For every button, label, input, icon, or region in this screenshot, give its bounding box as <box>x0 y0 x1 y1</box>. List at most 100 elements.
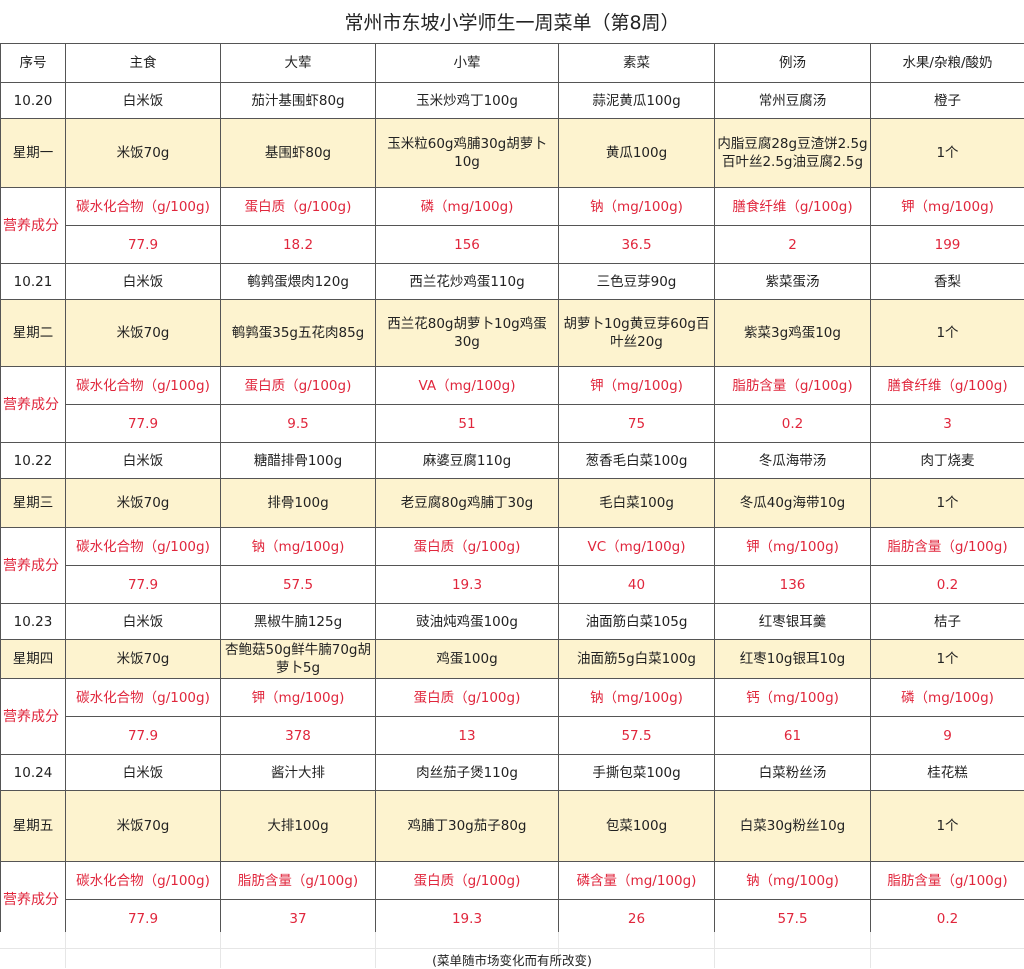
dish-cell: 葱香毛白菜100g <box>559 443 715 479</box>
nutrient-name: 钾（mg/100g) <box>559 367 715 405</box>
ingredient-cell: 杏鲍菇50g鲜牛腩70g胡萝卜5g <box>221 640 376 679</box>
nutrient-name: 脂肪含量（g/100g) <box>221 862 376 900</box>
ingredient-cell: 内脂豆腐28g豆渣饼2.5g百叶丝2.5g油豆腐2.5g <box>715 119 871 188</box>
ingredient-cell: 米饭70g <box>66 300 221 367</box>
nutrient-name: 碳水化合物（g/100g) <box>66 528 221 566</box>
ingredient-cell: 1个 <box>871 119 1024 188</box>
nutrient-name: 钠（mg/100g) <box>221 528 376 566</box>
footer: (菜单随市场变化而有所改变) <box>0 932 1024 968</box>
nutrient-value: 40 <box>559 566 715 604</box>
ingredient-cell: 米饭70g <box>66 791 221 862</box>
nutrient-name: 蛋白质（g/100g) <box>376 528 559 566</box>
ingredient-cell: 鸡脯丁30g茄子80g <box>376 791 559 862</box>
nutrient-row: 营养成分碳水化合物（g/100g)蛋白质（g/100g)VA（mg/100g)钾… <box>1 367 1024 405</box>
ingredient-cell: 黄瓜100g <box>559 119 715 188</box>
nutrient-name: 脂肪含量（g/100g) <box>871 528 1024 566</box>
page-title: 常州市东坡小学师生一周菜单（第8周） <box>0 0 1024 43</box>
weekday-cell: 星期四 <box>1 640 66 679</box>
nutrient-value: 51 <box>376 405 559 443</box>
column-header: 素菜 <box>559 44 715 83</box>
nutrient-name: 蛋白质（g/100g) <box>376 679 559 717</box>
nutrition-label: 营养成分 <box>1 528 66 604</box>
dish-cell: 豉油炖鸡蛋100g <box>376 604 559 640</box>
nutrition-label: 营养成分 <box>1 862 66 938</box>
dish-cell: 西兰花炒鸡蛋110g <box>376 264 559 300</box>
nutrient-row: 营养成分碳水化合物（g/100g)蛋白质（g/100g)磷（mg/100g)钠（… <box>1 188 1024 226</box>
nutrient-name: 膳食纤维（g/100g) <box>715 188 871 226</box>
ingredient-cell: 鸡蛋100g <box>376 640 559 679</box>
dish-cell: 麻婆豆腐110g <box>376 443 559 479</box>
nutrient-value: 13 <box>376 717 559 755</box>
nutrient-name: 钠（mg/100g) <box>715 862 871 900</box>
nutrient-value: 77.9 <box>66 405 221 443</box>
nutrient-value: 9.5 <box>221 405 376 443</box>
weekday-cell: 星期三 <box>1 479 66 528</box>
nutrient-name: VA（mg/100g) <box>376 367 559 405</box>
nutrient-value: 2 <box>715 226 871 264</box>
nutrition-label: 营养成分 <box>1 679 66 755</box>
nutrient-value: 199 <box>871 226 1024 264</box>
nutrient-name: 蛋白质（g/100g) <box>221 188 376 226</box>
nutrient-name: 碳水化合物（g/100g) <box>66 862 221 900</box>
dish-cell: 橙子 <box>871 83 1024 119</box>
nutrient-name: 碳水化合物（g/100g) <box>66 679 221 717</box>
dish-cell: 酱汁大排 <box>221 755 376 791</box>
column-header: 序号 <box>1 44 66 83</box>
nutrient-value: 3 <box>871 405 1024 443</box>
nutrient-value: 61 <box>715 717 871 755</box>
nutrition-label: 营养成分 <box>1 367 66 443</box>
dish-cell: 香梨 <box>871 264 1024 300</box>
nutrient-name: 钾（mg/100g) <box>871 188 1024 226</box>
dish-cell: 三色豆芽90g <box>559 264 715 300</box>
dish-cell: 肉丁烧麦 <box>871 443 1024 479</box>
dish-cell: 常州豆腐汤 <box>715 83 871 119</box>
weekday-cell: 星期五 <box>1 791 66 862</box>
dish-cell: 糖醋排骨100g <box>221 443 376 479</box>
dish-cell: 紫菜蛋汤 <box>715 264 871 300</box>
column-header: 例汤 <box>715 44 871 83</box>
nutrient-value: 77.9 <box>66 226 221 264</box>
nutrient-name: 磷（mg/100g) <box>871 679 1024 717</box>
dish-cell: 白米饭 <box>66 755 221 791</box>
column-header: 大荤 <box>221 44 376 83</box>
nutrient-name: 碳水化合物（g/100g) <box>66 188 221 226</box>
nutrient-value: 156 <box>376 226 559 264</box>
dish-cell: 白米饭 <box>66 604 221 640</box>
nutrient-value: 77.9 <box>66 717 221 755</box>
weekday-cell: 星期一 <box>1 119 66 188</box>
ingredient-cell: 米饭70g <box>66 119 221 188</box>
ingredient-cell: 排骨100g <box>221 479 376 528</box>
nutrient-name: 碳水化合物（g/100g) <box>66 367 221 405</box>
nutrient-row: 营养成分碳水化合物（g/100g)钠（mg/100g)蛋白质（g/100g)VC… <box>1 528 1024 566</box>
ingredient-cell: 1个 <box>871 479 1024 528</box>
ingredient-cell: 红枣10g银耳10g <box>715 640 871 679</box>
dish-cell: 玉米炒鸡丁100g <box>376 83 559 119</box>
header-row: 序号主食大荤小荤素菜例汤水果/杂粮/酸奶 <box>1 44 1024 83</box>
nutrient-value: 36.5 <box>559 226 715 264</box>
nutrient-value: 136 <box>715 566 871 604</box>
ingredient-cell: 西兰花80g胡萝卜10g鸡蛋30g <box>376 300 559 367</box>
dish-cell: 鹌鹑蛋煨肉120g <box>221 264 376 300</box>
dish-cell: 白米饭 <box>66 264 221 300</box>
date-cell: 10.22 <box>1 443 66 479</box>
nutrient-name: 钙（mg/100g) <box>715 679 871 717</box>
nutrient-name: 脂肪含量（g/100g) <box>715 367 871 405</box>
date-cell: 10.20 <box>1 83 66 119</box>
nutrient-name: 磷含量（mg/100g) <box>559 862 715 900</box>
nutrient-value: 77.9 <box>66 566 221 604</box>
ingredient-cell: 老豆腐80g鸡脯丁30g <box>376 479 559 528</box>
dish-cell: 油面筋白菜105g <box>559 604 715 640</box>
weekday-cell: 星期二 <box>1 300 66 367</box>
column-header: 小荤 <box>376 44 559 83</box>
footer-note: (菜单随市场变化而有所改变) <box>0 950 1024 969</box>
nutrient-value: 0.2 <box>871 566 1024 604</box>
ingredient-cell: 冬瓜40g海带10g <box>715 479 871 528</box>
dish-cell: 红枣银耳羹 <box>715 604 871 640</box>
ingredient-cell: 紫菜3g鸡蛋10g <box>715 300 871 367</box>
